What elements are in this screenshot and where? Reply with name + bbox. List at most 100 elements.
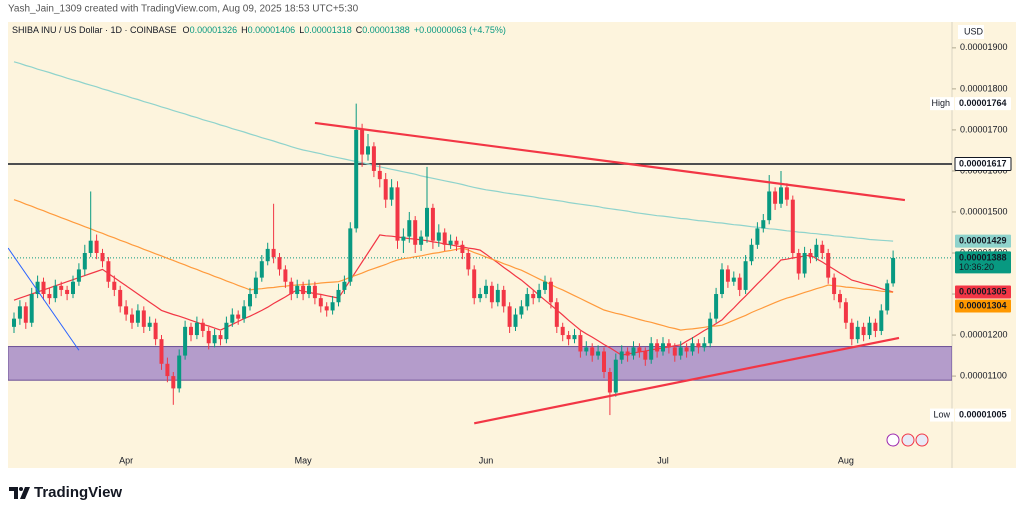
candle-body: [702, 343, 707, 348]
candle-body: [790, 199, 795, 254]
legend-key: H: [241, 25, 248, 35]
candle-body: [861, 326, 866, 336]
brand: TradingView: [34, 484, 122, 501]
icon: [915, 433, 929, 447]
candle-body: [277, 257, 282, 270]
candle-body: [153, 322, 158, 340]
candle-body: [773, 191, 778, 204]
icon: [886, 433, 900, 447]
moving-average: [13, 234, 894, 356]
candle-body: [413, 220, 418, 245]
candle-body: [401, 236, 406, 241]
logo-dot: [19, 487, 23, 491]
candle-body: [177, 355, 182, 389]
candle-body: [301, 285, 306, 295]
price-badge-label: 0.00001764: [959, 98, 1007, 108]
x-tick-label: May: [295, 455, 313, 465]
candle-body: [832, 277, 837, 295]
legend: SHIBA INU / US Dollar · 1D · COINBASE O0.…: [12, 25, 506, 35]
candle-body: [625, 351, 630, 356]
trendline: [314, 121, 906, 202]
candle-body: [130, 314, 134, 323]
candle-body: [318, 298, 323, 307]
candle-body: [843, 302, 848, 323]
candle-body: [224, 322, 229, 340]
x-tick-label: Aug: [838, 455, 854, 465]
trendline: [473, 336, 900, 425]
candle-body: [265, 248, 270, 262]
x-tick-label: Jul: [657, 455, 669, 465]
candle-body: [330, 302, 335, 311]
candle-body: [649, 343, 654, 360]
candle-body: [566, 335, 571, 340]
candle-body: [814, 244, 819, 258]
candle-body: [796, 253, 801, 274]
candle-body: [283, 269, 288, 282]
candle-body: [602, 351, 606, 372]
legend-value: 0.00001388: [362, 25, 410, 35]
candle-body: [112, 281, 117, 290]
candle-body: [12, 318, 16, 327]
candle-body: [307, 285, 311, 295]
candle-body: [135, 310, 140, 323]
moving-average: [13, 199, 894, 331]
credit: Yash_Jain_1309 created with TradingView.…: [8, 4, 359, 15]
candle-body: [661, 343, 665, 352]
candle-body: [194, 322, 199, 336]
price-badge-countdown: 10:36:20: [959, 262, 994, 272]
tool-icons: [886, 433, 929, 447]
candle-body: [879, 310, 884, 331]
badge-tag-box: [930, 408, 954, 422]
icon: [901, 433, 915, 447]
candle-body: [259, 261, 264, 278]
price-badge: [954, 156, 1012, 171]
candle-body: [826, 253, 831, 278]
candle-body: [59, 285, 64, 290]
price-badge-label: 0.00001429: [959, 235, 1007, 245]
candle-body: [200, 322, 205, 331]
candle-body: [779, 187, 783, 204]
candle-body: [289, 281, 294, 295]
candle-body: [35, 281, 40, 295]
candle-body: [425, 207, 429, 237]
candle-body: [124, 306, 129, 315]
candle-body: [802, 253, 807, 274]
price-badge: [955, 285, 1011, 299]
candle-body: [230, 314, 235, 323]
candle-body: [543, 281, 547, 290]
price-badge: [955, 299, 1011, 313]
candle-body: [613, 359, 618, 393]
candle-body: [720, 269, 724, 295]
candle-body: [419, 236, 424, 245]
candle-body: [407, 220, 412, 237]
legend-key: C: [356, 25, 363, 35]
candle-body: [312, 285, 317, 299]
candle-body: [147, 322, 152, 327]
currency: USD: [964, 26, 984, 36]
candle-body: [761, 220, 766, 229]
candle-body: [389, 187, 394, 200]
candle-body: [631, 347, 636, 356]
candle-body: [88, 240, 93, 254]
candle-body: [82, 253, 87, 270]
candle-body: [395, 187, 400, 241]
candle-body: [436, 232, 441, 241]
badge-tag-box: [930, 97, 954, 111]
candle-body: [236, 314, 241, 319]
legend-value: 0.00001318: [304, 25, 352, 35]
candle-body: [242, 306, 247, 319]
candle-body: [495, 289, 500, 303]
candle-body: [366, 146, 370, 155]
candle-body: [537, 289, 542, 299]
candle-body: [478, 294, 483, 299]
candle-body: [29, 294, 34, 323]
y-tick-label: 0.00001700: [960, 124, 1008, 134]
candle-body: [525, 294, 530, 307]
candle-body: [672, 347, 677, 356]
candle-body: [17, 306, 22, 319]
moving-average: [13, 61, 894, 242]
candle-body: [94, 240, 99, 254]
candle-body: [725, 269, 730, 282]
price-badge: [955, 408, 1011, 422]
price-badge-label: 0.00001617: [959, 158, 1007, 168]
